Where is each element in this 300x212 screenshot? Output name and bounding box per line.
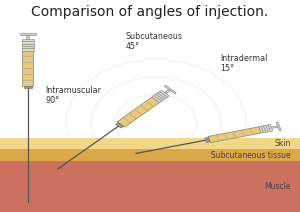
Polygon shape bbox=[259, 124, 273, 133]
Polygon shape bbox=[22, 39, 34, 50]
Polygon shape bbox=[164, 89, 170, 94]
Text: Skin: Skin bbox=[274, 139, 291, 148]
Polygon shape bbox=[271, 126, 278, 128]
Polygon shape bbox=[22, 50, 33, 85]
Polygon shape bbox=[276, 122, 281, 131]
Polygon shape bbox=[208, 127, 261, 143]
Polygon shape bbox=[24, 85, 32, 88]
Text: Subcutaneous tissue: Subcutaneous tissue bbox=[212, 151, 291, 160]
Text: Intramuscular
90°: Intramuscular 90° bbox=[45, 86, 101, 105]
Polygon shape bbox=[152, 90, 170, 103]
Polygon shape bbox=[26, 35, 29, 39]
Bar bbox=[0, 138, 300, 149]
Polygon shape bbox=[164, 85, 176, 94]
Polygon shape bbox=[20, 33, 36, 35]
Text: Muscle: Muscle bbox=[265, 182, 291, 191]
Text: Comparison of angles of injection.: Comparison of angles of injection. bbox=[32, 5, 268, 19]
Bar bbox=[0, 149, 300, 161]
Polygon shape bbox=[116, 123, 124, 128]
Text: Subcutaneous
45°: Subcutaneous 45° bbox=[126, 32, 183, 51]
Text: Intradermal
15°: Intradermal 15° bbox=[220, 54, 268, 74]
Bar bbox=[0, 161, 300, 212]
Polygon shape bbox=[117, 97, 160, 127]
Polygon shape bbox=[205, 137, 210, 142]
